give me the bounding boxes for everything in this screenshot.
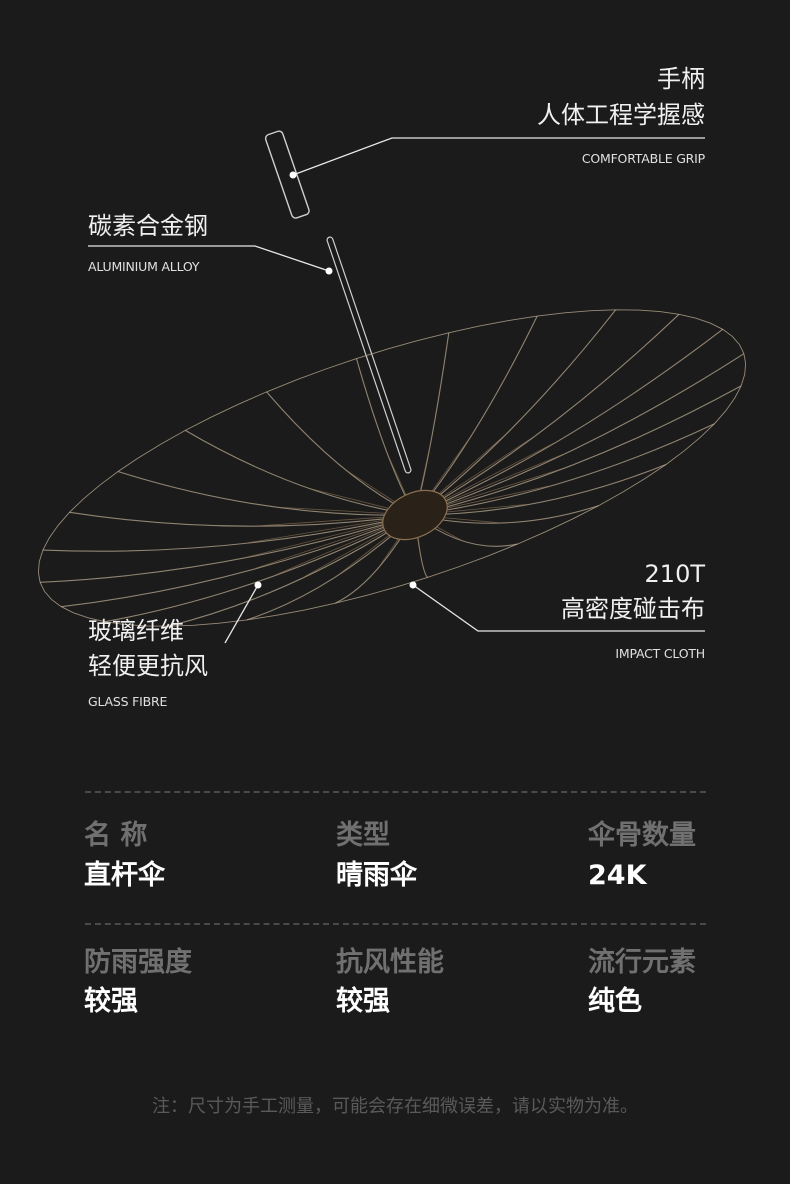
callout-lines [88,137,705,644]
shaft-leader-line [88,245,330,272]
cloth-subtitle: 高密度碰击布 [561,595,705,623]
ribs-dot [254,581,262,589]
spec-label-rain-resistance: 防雨强度 [84,947,192,978]
umbrella-frame [37,130,747,627]
cloth-english: IMPACT CLOTH [615,646,705,661]
rib [185,429,416,516]
grip-title: 手柄 [657,65,705,93]
spec-value-wind-resistance: 较强 [336,986,390,1017]
shaft-english: ALUMINIUM ALLOY [88,259,200,274]
umbrella-illustration [37,130,747,644]
shaft-title: 碳素合金钢 [88,212,208,240]
divider [85,791,706,793]
cloth-dot [409,581,417,589]
handle [264,130,310,219]
grip-subtitle: 人体工程学握感 [537,101,705,129]
cloth-leader-line [412,584,705,632]
rib [414,463,667,516]
spec-label-type: 类型 [336,820,390,851]
rib [40,514,416,583]
rib [104,514,416,623]
ribs-english: GLASS FIBRE [88,694,168,709]
rib [414,332,450,516]
rib [42,514,416,552]
spec-value-rain-resistance: 较强 [84,986,138,1017]
spec-label-wind-resistance: 抗风性能 [336,947,444,978]
ribs-subtitle: 轻便更抗风 [88,652,208,680]
rib [414,309,617,516]
spec-value-name: 直杆伞 [84,860,165,891]
rib [168,514,416,627]
disclaimer-note: 注：尺寸为手工测量，可能会存在细微误差，请以实物为准。 [152,1096,638,1117]
shaft-dot [325,267,333,275]
spec-value-type: 晴雨伞 [336,860,417,891]
runner-hub [382,489,448,541]
ribs-title: 玻璃纤维 [88,617,184,645]
divider [85,923,706,925]
spec-label-name: 名 称 [84,820,148,851]
grip-dot [289,171,297,179]
rib [414,328,724,516]
rib [414,385,742,516]
rib [414,423,715,516]
canopy-rim [37,309,747,627]
rib [69,511,416,527]
rib [61,514,416,608]
spec-value-style: 纯色 [588,986,642,1017]
grip-leader-line [292,137,705,176]
spec-label-rib-count: 伞骨数量 [588,820,696,851]
grip-english: COMFORTABLE GRIP [581,151,705,166]
rib [117,470,416,516]
spec-value-rib-count: 24K [588,860,647,891]
ribs-leader-line [224,584,259,644]
rib [355,358,416,516]
rib [414,353,745,516]
spec-label-style: 流行元素 [588,947,696,978]
cloth-title: 210T [644,560,705,588]
rib [414,313,680,516]
